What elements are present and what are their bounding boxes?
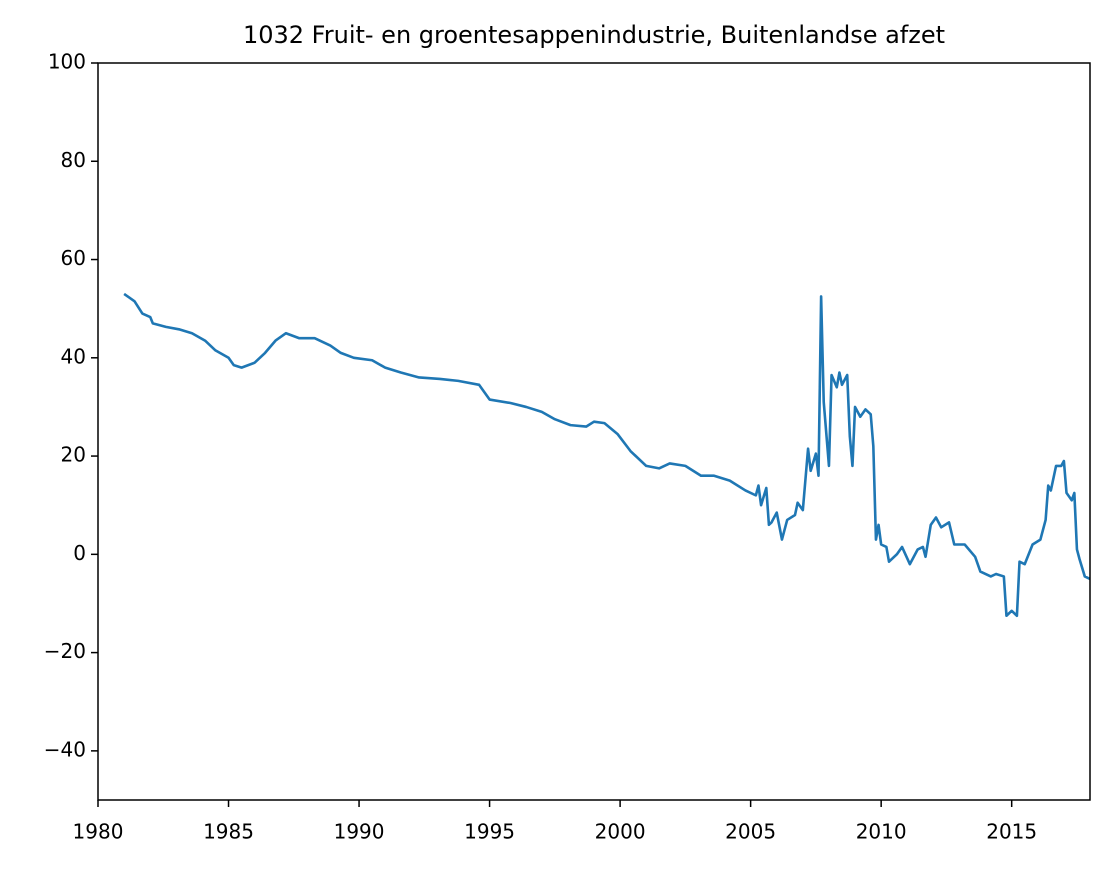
x-tick-label: 2005 xyxy=(725,820,776,844)
x-tick-label: 1985 xyxy=(203,820,254,844)
y-tick-label: 100 xyxy=(48,50,86,74)
y-tick-label: −20 xyxy=(44,639,86,663)
y-tick-label: −40 xyxy=(44,737,86,761)
x-tick-label: 2015 xyxy=(986,820,1037,844)
x-tick-label: 1990 xyxy=(334,820,385,844)
y-tick-label: 20 xyxy=(61,443,86,467)
y-tick-label: 40 xyxy=(61,344,86,368)
data-line xyxy=(123,292,1090,618)
plot-frame xyxy=(97,62,1091,801)
x-tick-label: 2000 xyxy=(595,820,646,844)
x-tick-label: 2010 xyxy=(856,820,907,844)
y-tick-label: 60 xyxy=(61,246,86,270)
x-tick-label: 1980 xyxy=(73,820,124,844)
y-tick-label: 80 xyxy=(61,148,86,172)
chart-title: 1032 Fruit- en groentesappenindustrie, B… xyxy=(243,21,945,49)
y-tick-label: 0 xyxy=(73,541,86,565)
x-tick-label: 1995 xyxy=(464,820,515,844)
